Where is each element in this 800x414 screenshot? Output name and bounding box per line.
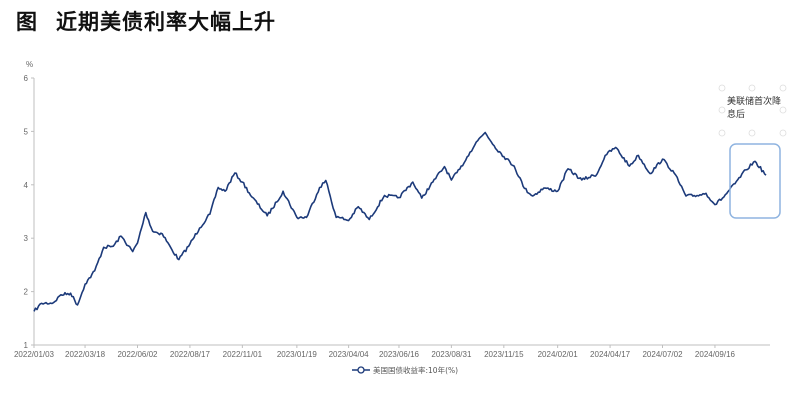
figure-label: 图 (16, 10, 38, 34)
y-axis-unit: % (26, 60, 33, 69)
x-tick-label: 2023/11/15 (484, 350, 524, 359)
y-tick-label: 5 (24, 127, 29, 136)
x-axis-ticks: 2022/01/03 2022/03/18 2022/06/02 2022/08/17… (14, 345, 736, 359)
x-tick-label: 2023/01/19 (277, 350, 318, 359)
annotation-line-2: 息后 (727, 108, 745, 120)
y-tick-label: 1 (24, 341, 29, 350)
chart-title: 图近期美债利率大幅上升 (16, 6, 276, 36)
y-axis-ticks: 1 2 3 4 5 6 (24, 74, 34, 350)
x-tick-label: 2024/02/01 (538, 350, 579, 359)
y-tick-label: 4 (24, 181, 29, 190)
title-text: 近期美债利率大幅上升 (56, 10, 276, 34)
x-tick-label: 2023/04/04 (329, 350, 370, 359)
series-line-0 (33, 131, 767, 312)
x-tick-label: 2022/08/17 (170, 350, 211, 359)
x-tick-label: 2022/03/18 (65, 350, 106, 359)
x-tick-label: 2023/06/16 (379, 350, 420, 359)
annotation-decoration (718, 84, 787, 137)
y-tick-label: 6 (24, 74, 29, 83)
legend-label: 美国国债收益率:10年(%) (373, 365, 458, 375)
annotation-line-1: 美联储首次降 (727, 95, 781, 107)
highlight-box (729, 143, 781, 219)
y-tick-label: 3 (24, 234, 29, 243)
series-layer (33, 131, 767, 312)
x-tick-label: 2022/06/02 (117, 350, 158, 359)
y-tick-label: 2 (24, 288, 29, 297)
legend: 美国国债收益率:10年(%) (352, 365, 458, 375)
legend-circle-icon (357, 366, 365, 374)
x-tick-label: 2023/08/31 (431, 350, 472, 359)
x-tick-label: 2022/01/03 (14, 350, 55, 359)
x-tick-label: 2024/07/02 (642, 350, 683, 359)
x-tick-label: 2024/09/16 (695, 350, 736, 359)
x-tick-label: 2022/11/01 (223, 350, 263, 359)
x-tick-label: 2024/04/17 (590, 350, 631, 359)
